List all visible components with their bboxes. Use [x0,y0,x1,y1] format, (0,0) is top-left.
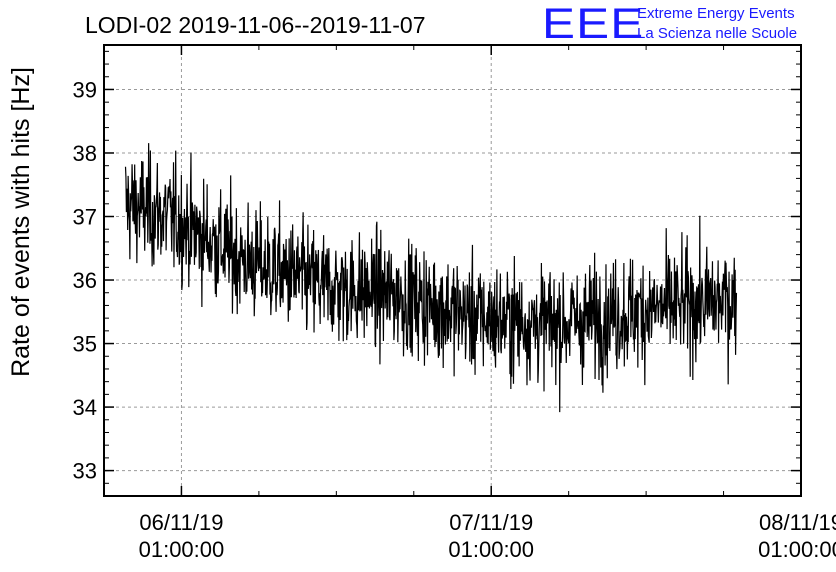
x-axis-ticks: 06/11/1901:00:0007/11/1901:00:0008/11/19… [103,45,836,562]
x-tick-label-time: 01:00:00 [139,537,225,562]
x-tick-label-time: 01:00:00 [758,537,836,562]
y-tick-label: 38 [73,141,97,166]
x-tick-label-date: 08/11/19 [759,510,836,535]
y-tick-label: 35 [73,332,97,357]
plot-axes [103,44,802,497]
eee-logo-line2: La Scienza nelle Scuole [637,25,798,42]
chart-title: LODI-02 2019-11-06--2019-11-07 [85,12,426,38]
y-tick-label: 37 [73,205,97,230]
series-rate-line [124,143,738,413]
series-line-path [124,143,738,413]
y-tick-label: 33 [73,459,97,484]
eee-logo-line1: Extreme Energy Events [637,5,795,22]
y-tick-label: 39 [73,77,97,102]
x-tick-label-date: 06/11/19 [139,510,223,535]
grid-lines [104,45,802,496]
y-axis-ticks: 33 34 35 36 37 38 39 [73,50,801,497]
y-tick-label: 36 [73,268,97,293]
y-axis-label: Rate of events with hits [Hz] [7,67,35,377]
x-tick-label-time: 01:00:00 [448,537,534,562]
x-tick-label-date: 07/11/19 [449,510,533,535]
eee-logo-mark: EEE [542,0,645,48]
y-tick-label: 34 [73,395,97,420]
eee-logo: EEE Extreme Energy Events La Scienza nel… [542,2,832,46]
plot-frame [103,44,802,497]
